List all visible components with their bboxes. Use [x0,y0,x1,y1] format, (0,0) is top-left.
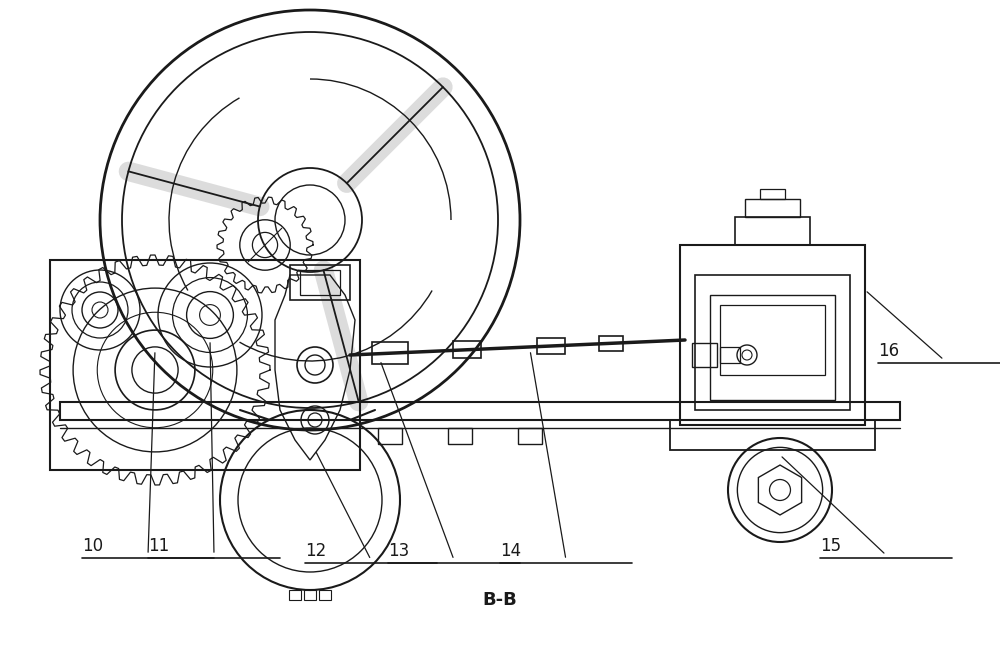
Bar [300,270,340,295]
Text: B-B: B-B [483,591,517,609]
Bar [319,590,331,600]
Bar [304,590,316,600]
Bar [289,590,301,600]
Bar [720,305,825,375]
Bar [378,428,402,444]
Bar [50,260,360,470]
Text: 16: 16 [878,342,899,360]
Bar [760,189,785,199]
Bar [453,341,481,358]
Text: 15: 15 [820,537,841,555]
Bar [710,295,835,400]
Bar [680,245,865,425]
Bar [290,265,350,300]
Bar [448,428,472,444]
Bar [735,217,810,245]
Text: 11: 11 [148,537,169,555]
Bar [670,420,875,450]
Text: 13: 13 [388,542,409,560]
Bar [695,275,850,410]
Bar [720,347,740,363]
Bar [599,336,623,350]
Text: 12: 12 [305,542,326,560]
Bar [537,338,565,354]
Bar [745,199,800,217]
Text: 14: 14 [500,542,521,560]
Bar [692,343,717,367]
Text: 10: 10 [82,537,103,555]
Bar [60,402,900,420]
Bar [372,342,408,364]
Bar [518,428,542,444]
